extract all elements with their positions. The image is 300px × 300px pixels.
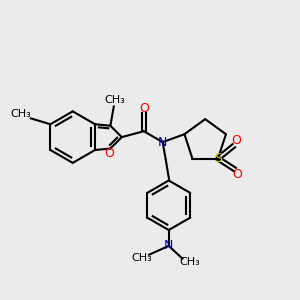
Text: O: O — [139, 102, 149, 115]
Text: CH₃: CH₃ — [104, 95, 125, 105]
Text: S: S — [214, 152, 222, 165]
Text: O: O — [231, 134, 241, 147]
Text: N: N — [158, 136, 167, 148]
Text: CH₃: CH₃ — [10, 109, 31, 119]
Text: O: O — [104, 147, 114, 160]
Text: O: O — [232, 168, 242, 181]
Text: CH₃: CH₃ — [179, 257, 200, 267]
Text: N: N — [164, 239, 173, 252]
Text: CH₃: CH₃ — [132, 253, 152, 263]
